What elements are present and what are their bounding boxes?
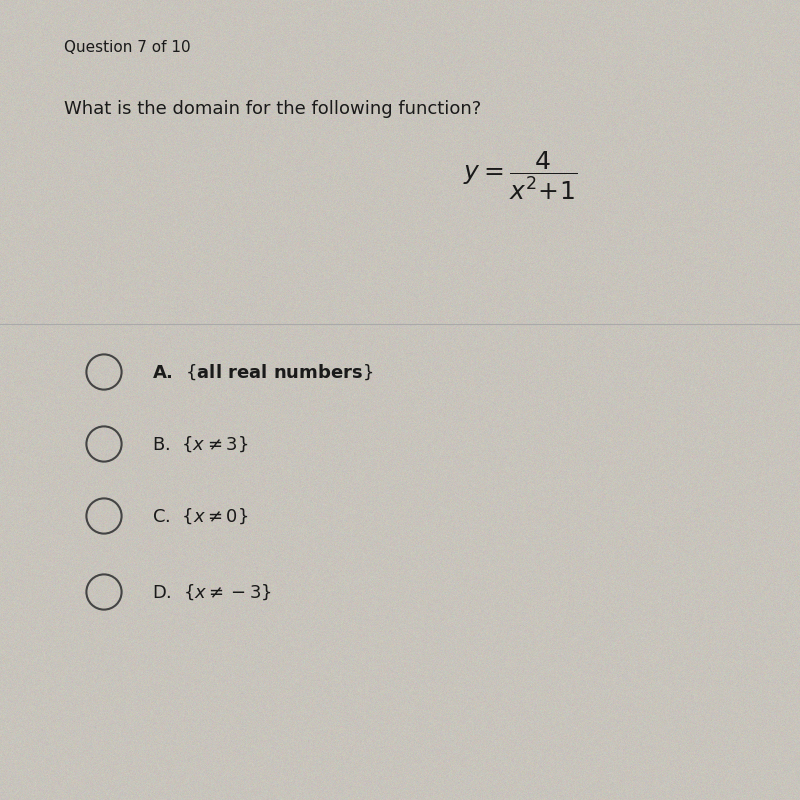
Text: What is the domain for the following function?: What is the domain for the following fun… — [64, 100, 482, 118]
Text: A.  $\{$all real numbers$\}$: A. $\{$all real numbers$\}$ — [152, 362, 374, 382]
Text: D.  $\{x \neq -3\}$: D. $\{x \neq -3\}$ — [152, 582, 272, 602]
Text: Question 7 of 10: Question 7 of 10 — [64, 40, 190, 55]
Text: B.  $\{x \neq 3\}$: B. $\{x \neq 3\}$ — [152, 434, 248, 454]
Text: $y = \dfrac{4}{x^2\!+\!1}$: $y = \dfrac{4}{x^2\!+\!1}$ — [463, 150, 577, 202]
Text: C.  $\{x \neq 0\}$: C. $\{x \neq 0\}$ — [152, 506, 249, 526]
